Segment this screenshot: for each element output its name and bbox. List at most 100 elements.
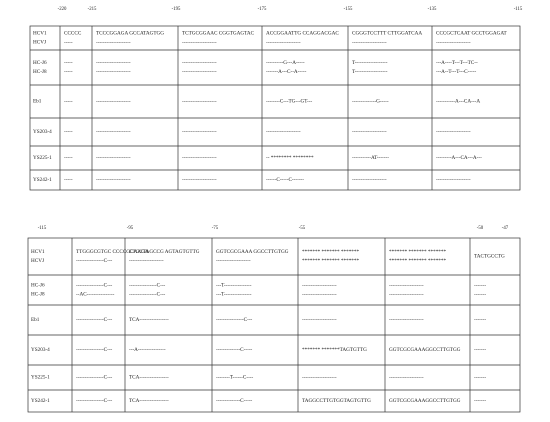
sequence-text: ---T---------------- [216, 292, 252, 298]
position-label: -155 [344, 7, 353, 12]
sequence-text: ------C-----C------- [266, 177, 304, 183]
sequence-text: TACTGCCTG [474, 254, 505, 260]
sequence-text: TCA----------------- [129, 398, 169, 404]
sequence-text: -------------------- [96, 60, 131, 66]
sequence-text: -------------------- [96, 155, 131, 161]
sequence-text: ----------------C--- [76, 283, 113, 289]
position-label: -115 [514, 7, 523, 12]
sequence-text: CCCCC [64, 31, 82, 37]
sequence-text: -------------------- [96, 99, 131, 105]
sequence-text: ******* ******* ******* [389, 258, 446, 264]
sequence-text: -----------A---CA---A [436, 99, 480, 105]
strain-label: HC-J6 [31, 283, 45, 289]
strain-label: YS242-1 [31, 398, 50, 404]
strain-label: YS203-4 [33, 129, 52, 135]
sequence-text: --------------G----- [352, 99, 389, 105]
sequence-text: ---A--T---T---C----- [436, 69, 477, 75]
sequence-text: ----- [64, 177, 73, 183]
sequence-text: GGTCGCGAAAGGCCTTGTGG [389, 347, 461, 353]
sequence-text: TTGGGCGTGC CCCCGCAAGA [76, 249, 149, 255]
sequence-text: ----------------C--- [76, 398, 113, 404]
position-label: -55 [299, 226, 306, 231]
sequence-text: ----- [64, 155, 73, 161]
sequence-text: -------------------- [302, 283, 337, 289]
sequence-text: -------------------- [436, 129, 471, 135]
sequence-text: T------------------- [352, 69, 388, 75]
sequence-text: -------------------- [182, 40, 217, 46]
table-border [27, 237, 521, 413]
sequence-text: ----------------C--- [76, 347, 113, 353]
sequence-text: -------A---C--A----- [266, 69, 307, 75]
strain-label: HC-J6 [33, 60, 47, 66]
sequence-text: TCTGCGGAAC CGGTGAGTAC [182, 31, 255, 37]
position-label: -115 [38, 226, 47, 231]
sequence-text: -------------------- [266, 129, 301, 135]
strain-label: HCV1 [33, 31, 47, 37]
sequence-text: -------------------- [352, 129, 387, 135]
position-label: -50 [477, 226, 484, 231]
strain-label: Eb1 [33, 99, 42, 105]
sequence-text: -------------------- [182, 177, 217, 183]
strain-label: YS225-1 [31, 375, 50, 381]
position-label: -175 [258, 7, 267, 12]
strain-label: YS225-1 [33, 155, 52, 161]
sequence-text: -- ******** ******** [266, 155, 314, 161]
sequence-text: ----- [64, 69, 73, 75]
sequence-text: ------- [474, 292, 486, 298]
sequence-text: -------------------- [96, 69, 131, 75]
sequence-text: -------------------- [182, 60, 217, 66]
strain-label: Eb1 [31, 317, 40, 323]
sequence-text: -------------------- [182, 129, 217, 135]
sequence-text: -------------------- [389, 375, 424, 381]
position-label: -195 [172, 7, 181, 12]
sequence-text: -------------------- [266, 40, 301, 46]
sequence-text: ----- [64, 40, 73, 46]
sequence-text: ----------------C--- [76, 258, 113, 264]
sequence-text: ----------------C--- [129, 283, 166, 289]
sequence-text: ----- [64, 99, 73, 105]
sequence-text: ----------------C--- [76, 317, 113, 323]
sequence-text: -------------------- [182, 69, 217, 75]
position-label: -95 [127, 226, 134, 231]
sequence-text: TAGGCCTTGTGGTAGTGTTG [302, 398, 371, 404]
sequence-text: -------------------- [436, 40, 471, 46]
sequence-text: ---A---------------- [129, 347, 166, 353]
sequence-text: --------------C----- [216, 398, 253, 404]
sequence-text: ---A----T---T---TC-- [436, 60, 478, 66]
sequence-text: -------------------- [216, 258, 251, 264]
table-border [29, 25, 521, 191]
sequence-text: --AC---------------- [76, 292, 115, 298]
sequence-text: --------------C----- [216, 347, 253, 353]
sequence-text: ACCGGAATTG CCAGGACGAC [266, 31, 339, 37]
sequence-text: ******* ******* ******* [302, 249, 359, 255]
sequence-text: ******* ******* ******* [302, 258, 359, 264]
position-label: -47 [502, 226, 509, 231]
sequence-text: -------------------- [96, 129, 131, 135]
sequence-text: -----------AT------- [352, 155, 389, 161]
sequence-text: ---T---------------- [216, 283, 252, 289]
strain-label: HCV1 [31, 249, 45, 255]
sequence-text: ----------------C--- [76, 375, 113, 381]
sequence-text: -------------------- [389, 317, 424, 323]
sequence-text: TCA----------------- [129, 375, 169, 381]
sequence-text: -------------------- [96, 177, 131, 183]
strain-label: HCVJ [33, 40, 46, 46]
sequence-text: -------------------- [182, 155, 217, 161]
sequence-text: ----- [64, 60, 73, 66]
strain-label: YS242-1 [33, 177, 52, 183]
sequence-text: ------- [474, 398, 486, 404]
sequence-text: GGTCGCGAAAGGCCTTGTGG [389, 398, 461, 404]
sequence-text: -------------------- [352, 40, 387, 46]
sequence-text: GGTCGCGAAA GGCCTTGTGG [216, 249, 289, 255]
sequence-text: CCCGCTCAAT GCCTGGAGAT [436, 31, 507, 37]
sequence-text: ---------A---CA---A--- [436, 155, 482, 161]
sequence-text: T------------------- [352, 60, 388, 66]
sequence-text: -------------------- [182, 99, 217, 105]
sequence-text: ------- [474, 317, 486, 323]
sequence-text: ----------------C--- [216, 317, 253, 323]
sequence-text: TCA----------------- [129, 317, 169, 323]
sequence-text: -------------------- [352, 177, 387, 183]
sequence-text: -------------------- [389, 292, 424, 298]
sequence-text: -------------------- [302, 317, 337, 323]
